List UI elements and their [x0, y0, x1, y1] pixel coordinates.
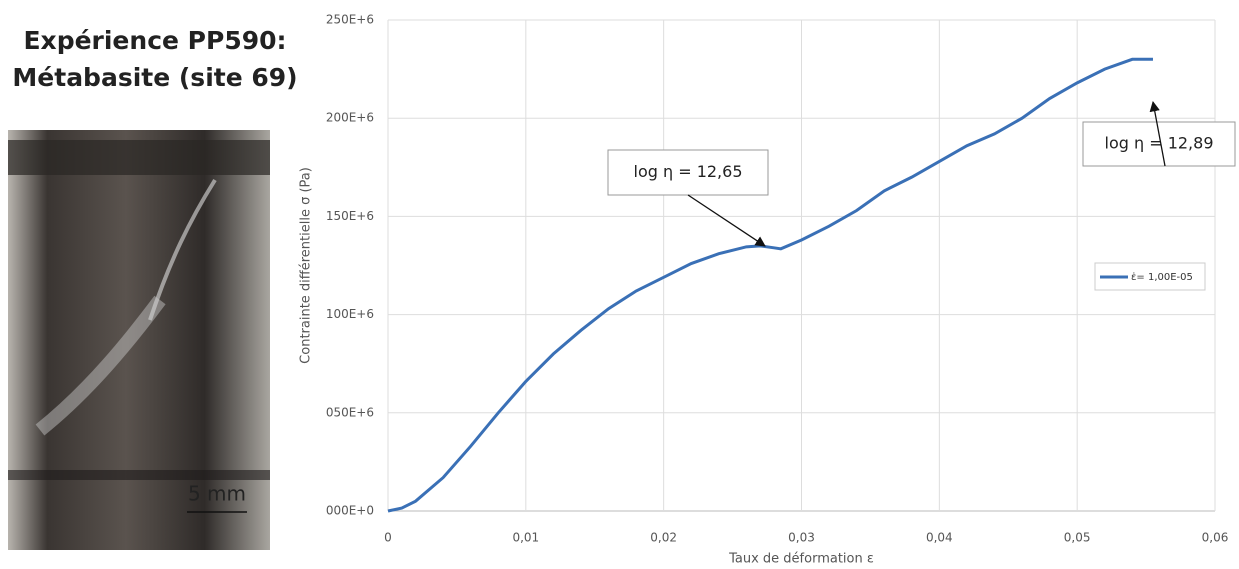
x-tick-label: 0,02 — [650, 531, 677, 545]
y-tick-label: 200E+6 — [326, 111, 374, 125]
annotation: log η = 12,89 — [1105, 134, 1214, 153]
annotation: log η = 12,65 — [634, 162, 743, 181]
y-axis-label: Contrainte différentielle σ (Pa) — [299, 167, 314, 364]
x-tick-label: 0 — [384, 531, 392, 545]
y-tick-label: 000E+0 — [326, 504, 374, 518]
x-tick-label: 0,03 — [788, 531, 815, 545]
y-tick-label: 100E+6 — [326, 307, 374, 321]
scale-label: 5 mm — [188, 482, 246, 506]
x-tick-label: 0,04 — [926, 531, 953, 545]
subtitle: Métabasite (site 69) — [12, 63, 297, 92]
x-axis-label: Taux de déformation ε — [728, 552, 874, 567]
data-line — [387, 57, 1153, 513]
x-tick-label: 0,06 — [1202, 531, 1229, 545]
title: Expérience PP590: — [23, 26, 286, 55]
y-tick-label: 250E+6 — [326, 13, 374, 27]
legend-label: ε̇= 1,00E-05 — [1131, 271, 1193, 283]
y-tick-label: 050E+6 — [326, 405, 374, 419]
annotation-arrow — [1149, 100, 1166, 167]
y-tick-label: 150E+6 — [326, 209, 374, 223]
annotation-arrow — [687, 194, 766, 247]
x-tick-label: 0,05 — [1064, 531, 1091, 545]
x-tick-label: 0,01 — [512, 531, 539, 545]
annotation-box — [607, 149, 769, 196]
annotation-box — [1082, 121, 1236, 167]
photo: 5 mm — [8, 130, 270, 550]
